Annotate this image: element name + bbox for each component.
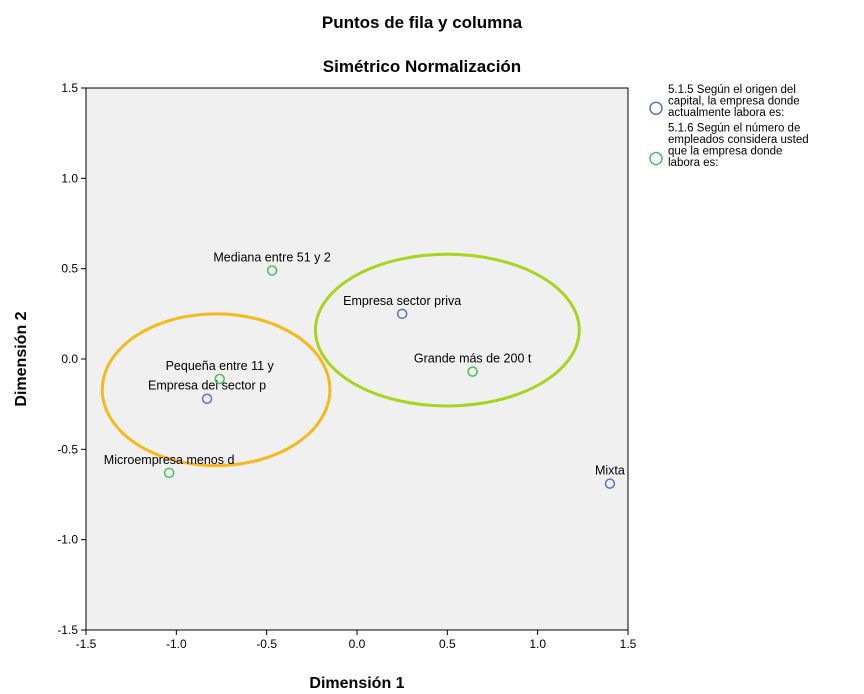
legend: 5.1.5 Según el origen del capital, la emp… [649,84,809,170]
chart-title: Puntos de fila y columna [322,13,523,32]
point-label: Grande más de 200 t [414,352,532,366]
y-tick-label: -1.0 [57,533,78,547]
point-label: Empresa sector priva [343,294,461,308]
legend-marker [649,151,663,166]
legend-marker [649,101,663,115]
y-tick-label: 1.5 [61,81,78,95]
data-point [266,265,278,276]
x-tick-label: 0.0 [349,637,366,651]
highlight-ellipse [313,252,581,408]
legend-line: empleados considera usted [668,134,809,146]
y-tick-label: -1.5 [57,623,78,637]
legend-line: labora es: [668,157,719,169]
point-label: Pequeña entre 11 y [166,359,275,373]
data-point [214,373,225,385]
point-label: Mediana entre 51 y 2 [213,250,330,264]
data-points: Empresa sector priva Empresa del sector p… [104,250,625,489]
point-label: Mixta [595,464,625,478]
y-tick-label: 0.0 [61,352,78,366]
chart-subtitle: Simétrico Normalización [323,57,521,76]
y-tick-label: 0.5 [61,262,78,276]
y-tick-label: -0.5 [57,442,78,456]
data-point [201,393,213,404]
x-tick-label: 1.5 [620,637,637,651]
legend-line: capital, la empresa donde [668,96,800,108]
x-tick-label: -0.5 [256,637,277,651]
y-axis-ticks: 1.5 1.0 0.5 0.0 -0.5 -1.0 -1.5 [57,81,86,637]
x-axis-title: Dimensión 1 [309,675,404,692]
x-tick-label: -1.0 [166,637,187,651]
data-point [163,467,175,479]
point-label: Empresa del sector p [148,379,266,393]
legend-line: 5.1.5 Según el origen del [668,84,796,96]
highlight-ellipses [100,252,581,468]
x-tick-label: 0.5 [439,637,456,651]
y-axis-title: Dimensión 2 [13,311,30,406]
highlight-ellipse [100,312,332,468]
legend-entry-label: 5.1.5 Según el origen del capital, la emp… [668,84,800,119]
legend-line: que la empresa donde [668,146,782,158]
x-tick-label: -1.5 [76,637,97,651]
legend-line: actualmente labora es: [668,107,784,119]
y-tick-label: 1.0 [61,171,78,185]
plot-area [85,87,629,631]
x-tick-label: 1.0 [529,637,546,651]
x-axis-ticks: -1.5 -1.0 -0.5 0.0 0.5 1.0 1.5 [76,630,637,651]
data-point [467,366,478,377]
legend-line: 5.1.6 Según el número de [668,123,800,135]
data-point [604,478,616,489]
point-label: Microempresa menos d [104,453,235,467]
data-point [396,308,408,320]
legend-entry-label: 5.1.6 Según el número de empleados consid… [668,123,809,170]
